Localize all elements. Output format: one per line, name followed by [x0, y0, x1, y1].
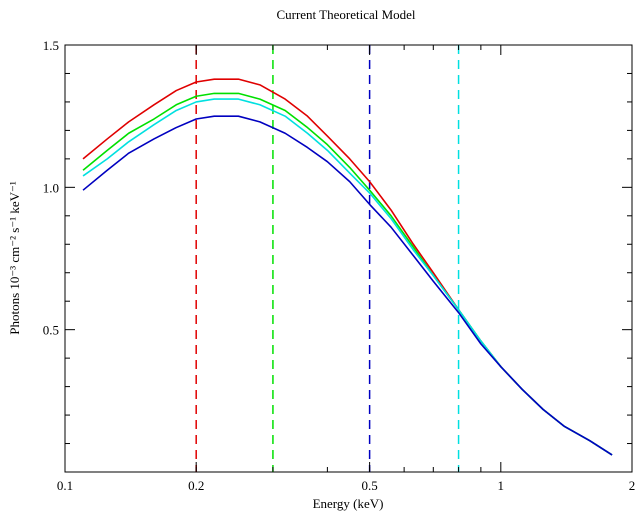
y-tick-label-1: 1.0	[43, 180, 59, 195]
series-line-2	[82, 98, 613, 456]
x-axis-label: Energy (keV)	[313, 496, 384, 511]
chart-title: Current Theoretical Model	[276, 7, 415, 22]
plot-frame	[64, 44, 633, 473]
x-tick-label-4: 2	[629, 478, 636, 493]
x-tick-label-3: 1	[498, 478, 505, 493]
x-tick-label-1: 0.2	[188, 478, 204, 493]
x-tick-label-2: 0.5	[361, 478, 377, 493]
y-axis-label: Photons 10⁻³ cm⁻² s⁻¹ keV⁻¹	[7, 181, 22, 335]
y-tick-label-0: 0.5	[43, 323, 59, 338]
series-line-1	[82, 92, 613, 456]
series-line-3	[82, 115, 613, 456]
y-tick-label-2: 1.5	[43, 38, 59, 53]
x-tick-label-0: 0.1	[57, 478, 73, 493]
plot-area	[64, 44, 633, 473]
